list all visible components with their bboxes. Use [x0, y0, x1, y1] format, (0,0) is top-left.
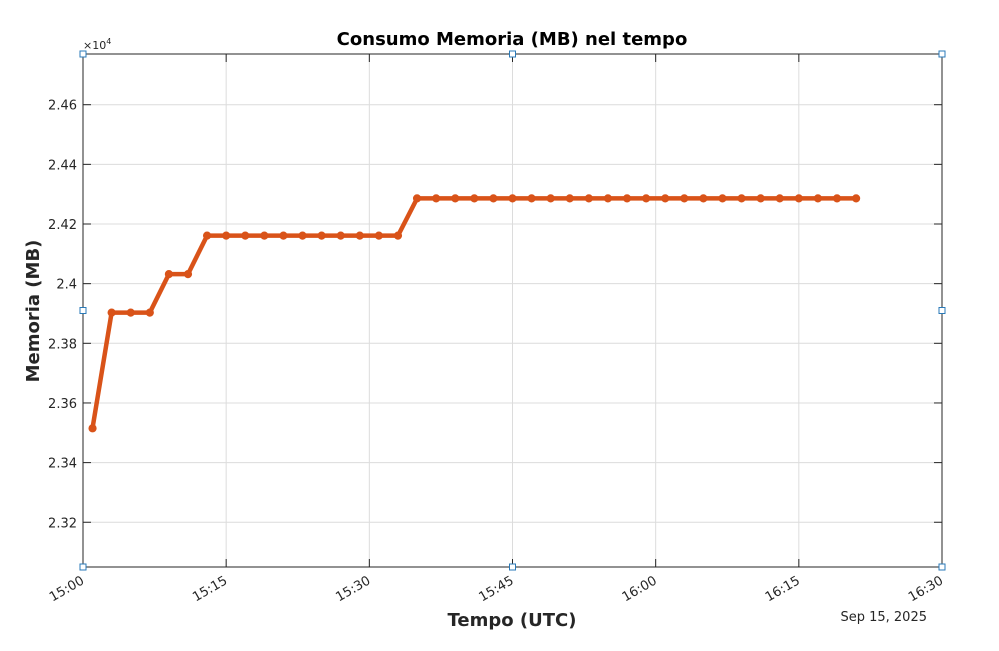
data-point: [279, 231, 288, 240]
x-tick-label: 15:15: [190, 573, 230, 605]
data-point: [88, 424, 97, 433]
data-point: [603, 194, 613, 203]
data-point: [432, 194, 441, 203]
data-point: [718, 194, 727, 203]
data-point: [852, 194, 861, 203]
data-point: [622, 194, 632, 203]
x-axis-label: Tempo (UTC): [448, 610, 577, 631]
data-point: [107, 308, 116, 317]
data-point: [145, 308, 154, 317]
data-point: [508, 194, 517, 203]
data-point: [298, 231, 307, 240]
y-tick-label: 2.42: [48, 218, 77, 233]
data-point: [813, 194, 823, 203]
chart-title: Consumo Memoria (MB) nel tempo: [337, 29, 688, 50]
data-point: [794, 194, 803, 203]
x-tick-label: 15:30: [333, 573, 373, 605]
data-point: [374, 231, 383, 240]
data-point: [565, 194, 574, 203]
y-tick-label: 2.36: [48, 397, 77, 412]
data-point: [317, 231, 326, 240]
data-point: [584, 194, 593, 203]
x-tick-label: 16:30: [906, 573, 946, 605]
y-axis-label: Memoria (MB): [23, 240, 44, 383]
data-point: [355, 231, 364, 240]
data-point: [699, 194, 708, 203]
y-tick-label: 2.32: [48, 516, 77, 531]
data-point: [642, 194, 651, 203]
grid: [83, 54, 942, 567]
y-tick-label: 2.4: [56, 278, 77, 293]
y-tick-label: 2.38: [48, 337, 77, 352]
data-point: [241, 231, 250, 240]
data-point: [737, 194, 746, 203]
data-point: [832, 194, 842, 203]
data-point: [183, 270, 193, 279]
selection-handle[interactable]: [938, 50, 946, 58]
data-point: [126, 308, 135, 317]
data-point: [164, 270, 173, 279]
data-point: [661, 194, 670, 203]
x-tick-label: 16:00: [620, 573, 660, 605]
y-tick-label: 2.44: [48, 158, 77, 173]
data-point: [489, 194, 498, 203]
data-point: [527, 194, 536, 203]
data-point: [336, 231, 345, 240]
selection-handle[interactable]: [79, 563, 87, 571]
y-exponent-power: 4: [106, 37, 111, 46]
y-tick-label: 2.34: [48, 457, 77, 472]
series-layer: [88, 194, 861, 433]
data-point: [222, 231, 231, 240]
x-tick-label: 15:45: [477, 573, 517, 605]
selection-handle[interactable]: [938, 307, 946, 314]
data-point: [451, 194, 460, 203]
date-label: Sep 15, 2025: [840, 610, 927, 625]
selection-handle[interactable]: [509, 50, 516, 58]
data-point: [546, 194, 555, 203]
data-point: [202, 231, 212, 240]
data-point: [775, 194, 784, 203]
y-exponent-label: ×104: [83, 37, 111, 52]
x-tick-label: 15:00: [47, 573, 87, 605]
selection-handle[interactable]: [79, 307, 87, 314]
data-point: [680, 194, 689, 203]
data-point: [470, 194, 479, 203]
selection-handle[interactable]: [509, 563, 516, 571]
data-point: [393, 231, 403, 240]
selection-handle[interactable]: [79, 50, 87, 58]
selection-handles[interactable]: [79, 50, 946, 571]
data-point: [260, 231, 269, 240]
y-tick-label: 2.46: [48, 99, 77, 114]
selection-handle[interactable]: [938, 563, 946, 571]
data-point: [412, 194, 422, 203]
y-exponent-base: ×10: [83, 39, 106, 52]
data-point: [756, 194, 765, 203]
x-tick-label: 16:15: [763, 573, 803, 605]
